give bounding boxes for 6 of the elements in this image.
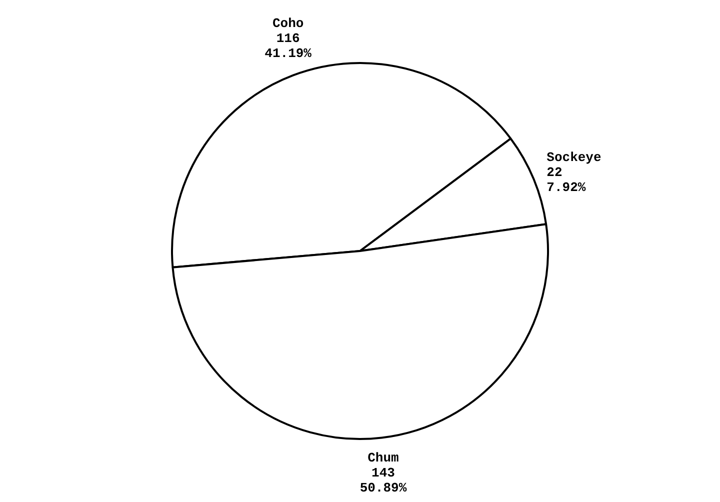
slice-label: Chum bbox=[368, 450, 400, 466]
slice-label: Sockeye bbox=[546, 150, 602, 166]
data-label: 143 50.89% bbox=[360, 465, 407, 496]
slice-label: Coho bbox=[272, 16, 304, 32]
data-label: 22 7.92% bbox=[546, 165, 586, 196]
data-label: 116 41.19% bbox=[264, 31, 312, 62]
